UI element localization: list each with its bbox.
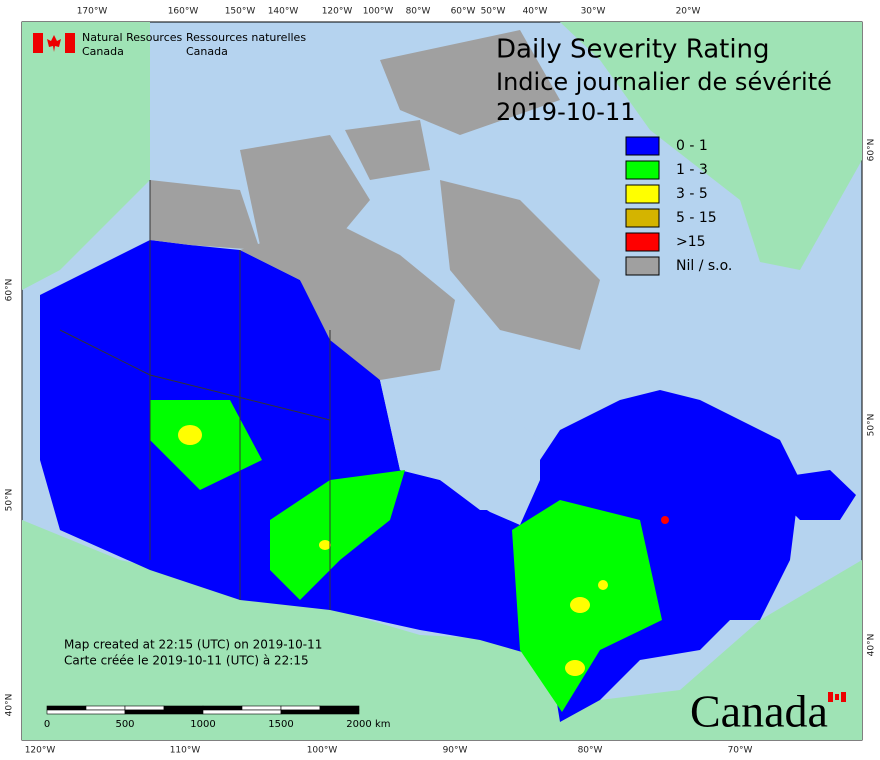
longitude-label: 120°W <box>25 746 56 756</box>
rating-area <box>565 660 585 676</box>
maple-leaf <box>835 694 839 700</box>
land <box>22 22 862 740</box>
usa <box>22 520 862 740</box>
scale-label: 2000 <box>346 719 371 730</box>
agency-fr: Canada <box>186 45 228 58</box>
greenland <box>560 22 862 270</box>
wordmark-flag <box>828 692 846 702</box>
scale-label: 1000 <box>190 719 215 730</box>
scale-segment <box>241 705 282 711</box>
note: Map created at 22:15 (UTC) on 2019-10-11 <box>64 638 322 652</box>
legend-label: 5 - 15 <box>676 210 717 226</box>
longitude-label: 140°W <box>268 7 299 17</box>
rating-area <box>178 425 202 445</box>
legend-swatch <box>625 160 660 180</box>
flag-bar <box>841 692 846 702</box>
latitude-label: 60°N <box>867 139 877 162</box>
longitude-label: 20°W <box>676 7 701 17</box>
note: Carte créée le 2019-10-11 (UTC) à 22:15 <box>64 654 309 668</box>
alaska <box>22 22 150 290</box>
legend-label: Nil / s.o. <box>676 258 732 274</box>
longitude-label: 90°W <box>443 746 468 756</box>
maple-leaf <box>47 35 61 52</box>
newfoundland <box>760 470 856 520</box>
latitude-label: 40°N <box>5 694 15 717</box>
legend-swatch <box>625 208 660 228</box>
ellesmere-island <box>380 30 560 135</box>
longitude-label: 80°W <box>406 7 431 17</box>
rating-area <box>319 540 331 550</box>
scale-unit: km <box>375 719 391 730</box>
wordmark: Canada <box>690 686 828 737</box>
scale-segment <box>319 705 360 711</box>
longitude-label: 30°W <box>581 7 606 17</box>
agency-fr: Ressources naturelles <box>186 31 306 44</box>
longitude-label: 100°W <box>307 746 338 756</box>
arctic-island <box>345 120 430 180</box>
legend-swatch <box>625 184 660 204</box>
nunavut <box>240 220 455 380</box>
legend-swatch <box>625 256 660 276</box>
title: 2019-10-11 <box>496 98 635 126</box>
legend-label: 1 - 3 <box>676 162 708 178</box>
longitude-label: 80°W <box>578 746 603 756</box>
latitude-label: 50°N <box>867 414 877 437</box>
longitude-label: 50°W <box>481 7 506 17</box>
latitude-label: 60°N <box>5 279 15 302</box>
longitude-label: 170°W <box>77 7 108 17</box>
scale-label: 0 <box>44 719 50 730</box>
longitude-label: 160°W <box>168 7 199 17</box>
scale-segment <box>46 705 87 711</box>
scale-segment <box>124 709 204 715</box>
nrcan-logo: Natural Resources Canada Ressources natu… <box>33 31 306 58</box>
title: Indice journalier de sévérité <box>496 68 832 96</box>
scale-segment <box>163 705 204 711</box>
boundary <box>59 329 331 421</box>
legend-swatch <box>625 136 660 156</box>
longitude-label: 60°W <box>451 7 476 17</box>
rating-area <box>661 516 669 524</box>
latitude-label: 40°N <box>867 634 877 657</box>
scale-segment <box>46 709 126 715</box>
scale-segment <box>202 705 243 711</box>
longitude-label: 40°W <box>523 7 548 17</box>
rating-area <box>150 400 262 490</box>
arctic-island <box>240 135 370 260</box>
scale-segment <box>85 705 126 711</box>
flag-bar <box>65 33 75 53</box>
longitude-label: 120°W <box>322 7 353 17</box>
rating-area <box>270 470 405 600</box>
longitude-label: 100°W <box>363 7 394 17</box>
flag-bar <box>33 33 43 53</box>
scale-segment <box>124 705 165 711</box>
legend-label: 3 - 5 <box>676 186 708 202</box>
legend-label: >15 <box>676 234 706 250</box>
legend-swatch <box>625 232 660 252</box>
yukon-north <box>150 180 260 250</box>
hudson-bay <box>380 380 540 525</box>
scale-segment <box>202 709 282 715</box>
baffin-island <box>440 180 600 350</box>
longitude-label: 150°W <box>225 7 256 17</box>
agency-en: Canada <box>82 45 124 58</box>
legend-label: 0 - 1 <box>676 138 708 154</box>
flag-bar <box>828 692 833 702</box>
longitude-label: 110°W <box>170 746 201 756</box>
scale-label: 1500 <box>268 719 293 730</box>
scale-label: 500 <box>115 719 134 730</box>
rating-area <box>570 597 590 613</box>
agency-en: Natural Resources <box>82 31 183 44</box>
rating-area <box>598 580 608 590</box>
scale-segment <box>280 709 360 715</box>
latitude-label: 50°N <box>5 489 15 512</box>
scale-segment <box>280 705 321 711</box>
title: Daily Severity Rating <box>496 35 770 65</box>
longitude-label: 70°W <box>728 746 753 756</box>
